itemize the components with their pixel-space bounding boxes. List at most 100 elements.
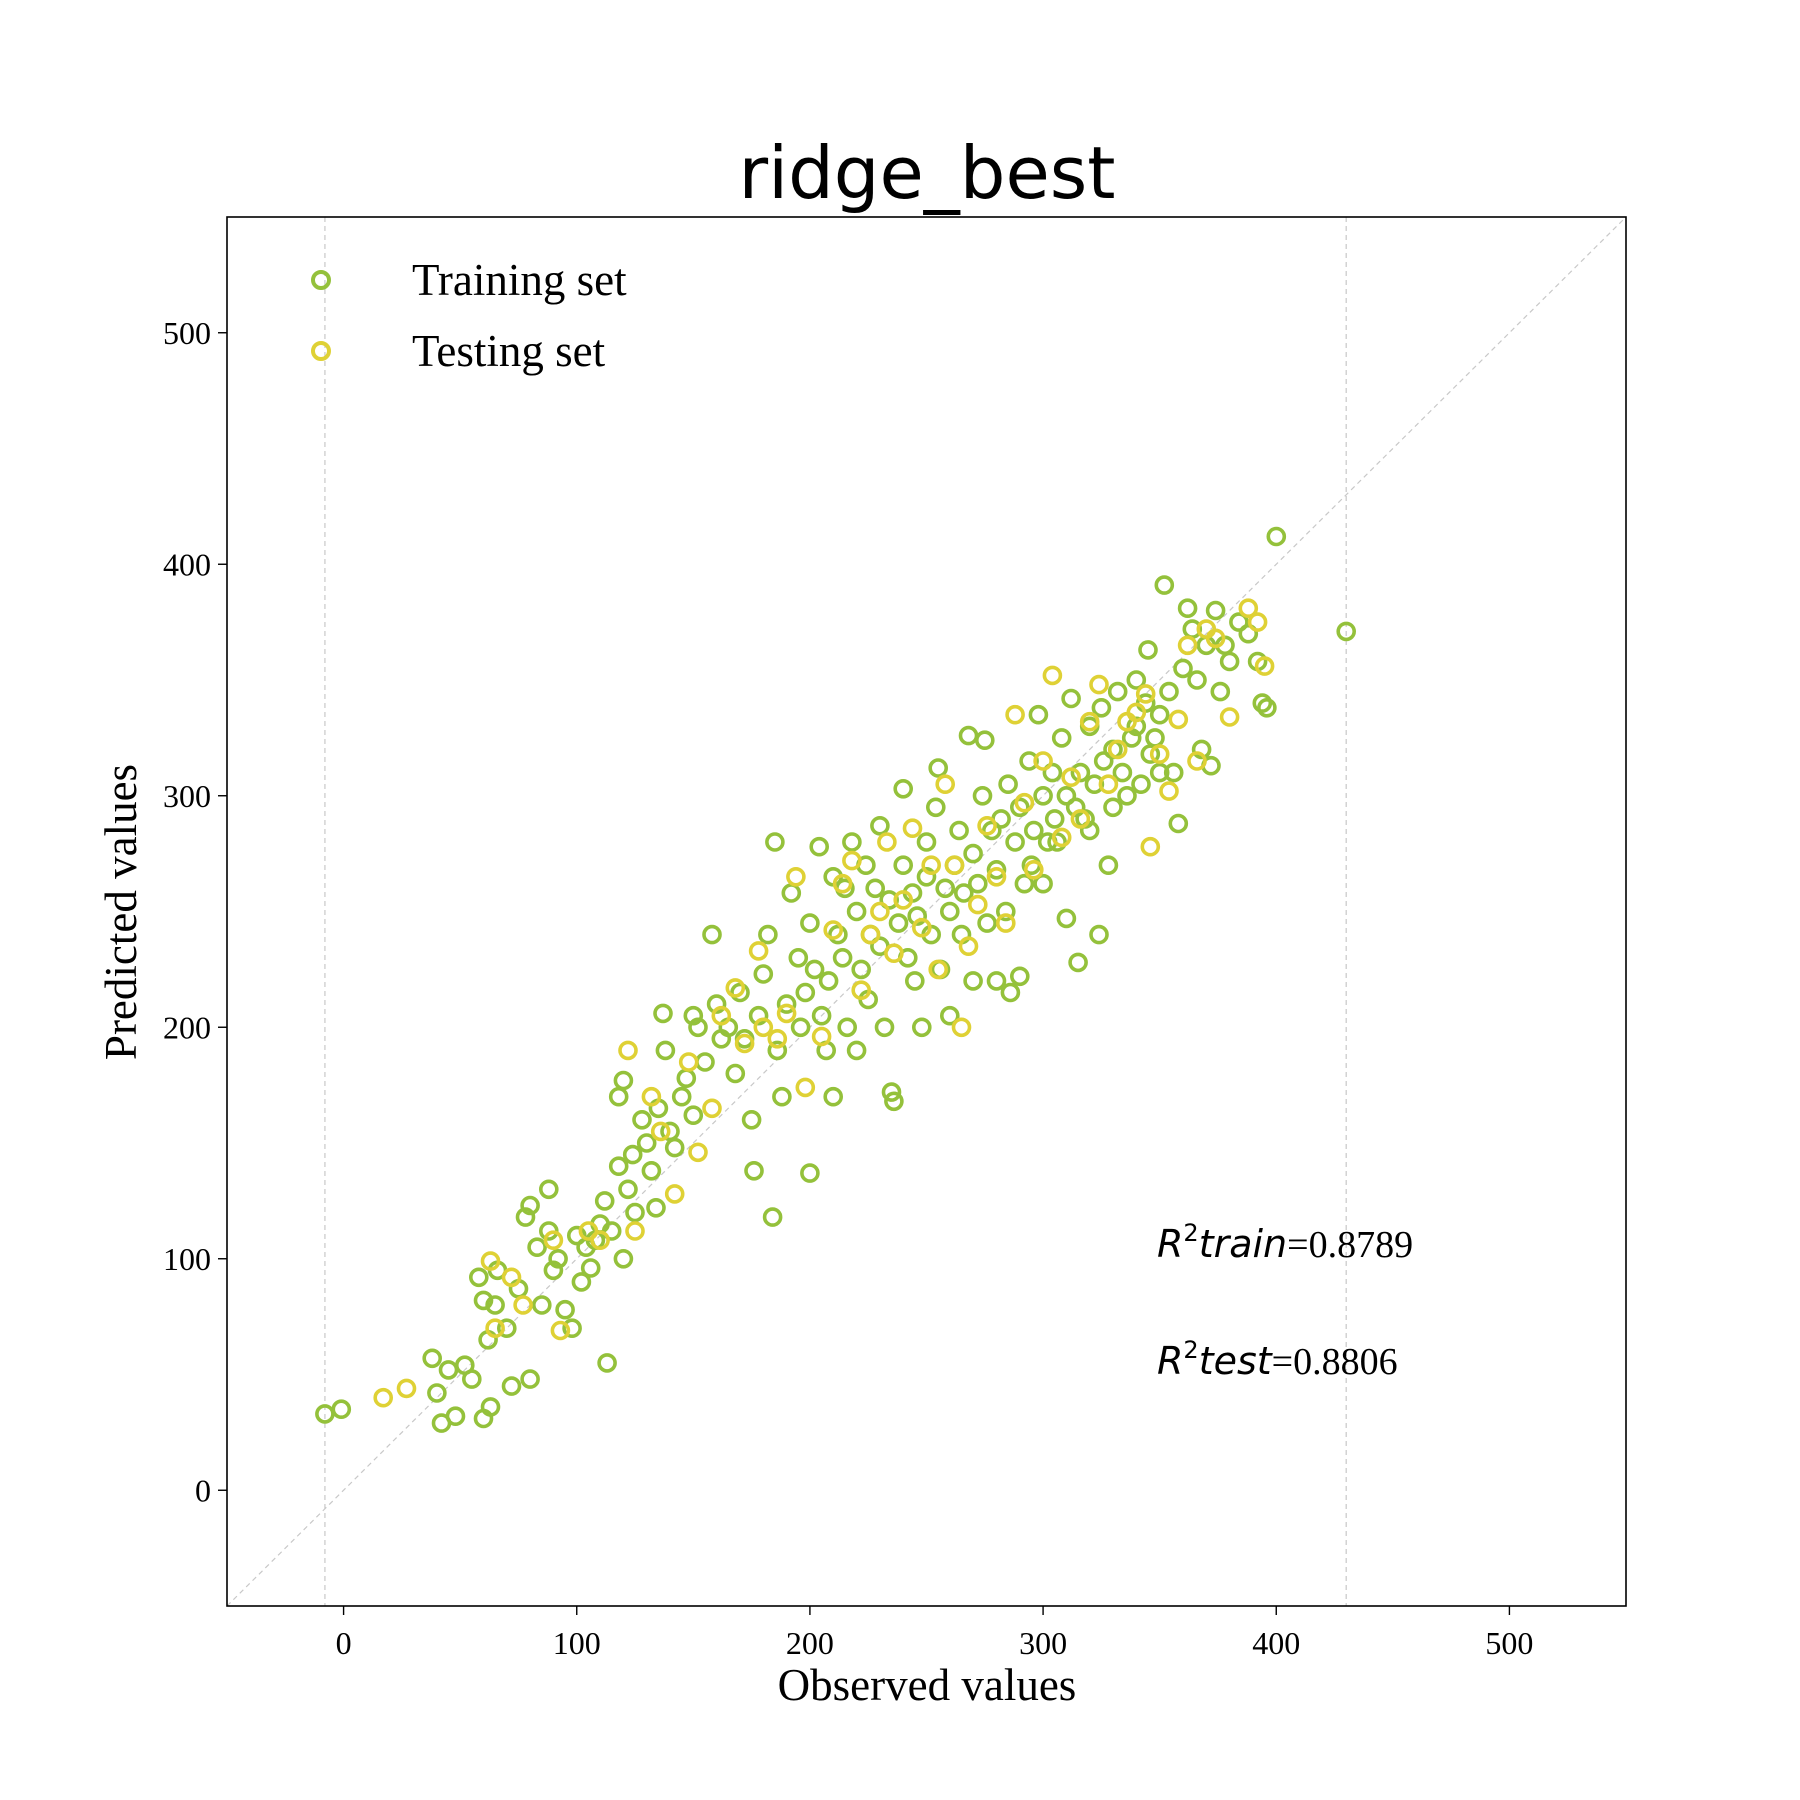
testing-point (870, 901, 890, 922)
training-point (1024, 820, 1044, 841)
training-point (632, 1110, 652, 1130)
training-point (636, 1133, 657, 1153)
training-point (790, 1017, 811, 1038)
testing-point (1247, 612, 1268, 632)
training-point (653, 1003, 673, 1024)
training-point (1191, 739, 1212, 760)
testing-point (1219, 707, 1240, 727)
training-point (884, 1091, 904, 1112)
training-point (911, 1017, 932, 1038)
training-point (893, 778, 914, 799)
training-point (935, 878, 956, 899)
training-point (1089, 924, 1109, 945)
training-point (1033, 873, 1053, 894)
training-point (641, 1161, 662, 1181)
training-point (1079, 820, 1100, 841)
training-point (881, 1082, 902, 1102)
training-point (851, 959, 872, 980)
training-point (1131, 774, 1151, 795)
training-point (548, 1249, 568, 1269)
testing-point (921, 855, 942, 876)
testing-point (893, 890, 914, 910)
training-point (655, 1040, 676, 1061)
training-point (953, 883, 974, 903)
training-point (823, 1086, 844, 1107)
testing-point (480, 1251, 501, 1271)
training-point (1091, 697, 1112, 718)
x-axis-ticks: 0 100 200 300 400 500 (336, 1606, 1533, 1661)
training-point (1149, 704, 1170, 725)
training-point (879, 890, 900, 910)
training-point (1229, 612, 1249, 632)
testing-point (513, 1295, 533, 1315)
training-point (1205, 600, 1226, 621)
training-point (571, 1272, 592, 1292)
training-point (473, 1290, 494, 1311)
training-point (762, 1207, 783, 1227)
training-point (1138, 640, 1158, 660)
testing-point (753, 1017, 774, 1038)
testing-point (1070, 809, 1091, 829)
testing-point (641, 1086, 662, 1107)
training-point (925, 797, 946, 818)
training-point (597, 1353, 617, 1373)
training-point (804, 959, 825, 980)
training-point (608, 1156, 629, 1176)
training-point (888, 913, 909, 933)
testing-point (851, 980, 872, 1001)
training-point (939, 1005, 960, 1026)
training-point (986, 971, 1007, 991)
training-point (683, 1005, 704, 1026)
training-point (613, 1249, 634, 1269)
training-point (1070, 762, 1091, 783)
training-point (995, 901, 1016, 922)
testing-point (823, 920, 844, 940)
training-point (1126, 716, 1147, 737)
training-point (741, 1110, 762, 1130)
testing-point (1024, 859, 1044, 880)
testing-point (776, 1003, 797, 1024)
x-tick-label: 400 (1252, 1625, 1300, 1661)
training-point (939, 901, 960, 922)
training-point (538, 1221, 559, 1241)
testing-point (944, 855, 965, 876)
training-point (1014, 873, 1035, 894)
training-point (520, 1195, 540, 1216)
training-point (1163, 762, 1184, 783)
r2-train-annotation: R2train=0.8789 (1157, 1219, 1413, 1266)
testing-point (1089, 674, 1109, 695)
testing-point (911, 917, 932, 938)
training-point (1149, 762, 1170, 783)
training-point (1103, 797, 1123, 818)
training-point (566, 1225, 587, 1246)
testing-point (748, 941, 769, 961)
training-point (916, 832, 937, 852)
training-point (1028, 704, 1049, 725)
training-set-points (315, 526, 1356, 1433)
training-point (832, 947, 853, 968)
training-point (1154, 575, 1175, 595)
training-point (967, 873, 988, 894)
testing-point (1079, 711, 1100, 732)
testing-point (1014, 792, 1035, 813)
training-point (893, 855, 914, 876)
testing-point (678, 1052, 699, 1072)
testing-point (1005, 704, 1025, 725)
testing-point (1135, 684, 1156, 704)
testing-point (1149, 744, 1170, 764)
training-point (1061, 688, 1081, 709)
training-point (874, 1017, 895, 1038)
testing-point (1205, 628, 1226, 649)
testing-point (767, 1029, 788, 1049)
training-point (496, 1318, 517, 1338)
training-point (1056, 785, 1077, 806)
training-point (1065, 797, 1086, 818)
testing-point (928, 959, 949, 980)
training-point (842, 832, 862, 852)
training-point (1168, 813, 1189, 834)
training-point (622, 1144, 643, 1165)
training-point (765, 832, 785, 852)
testing-point (1254, 656, 1275, 676)
y-axis-ticks: 0 100 200 300 400 500 (163, 315, 227, 1508)
